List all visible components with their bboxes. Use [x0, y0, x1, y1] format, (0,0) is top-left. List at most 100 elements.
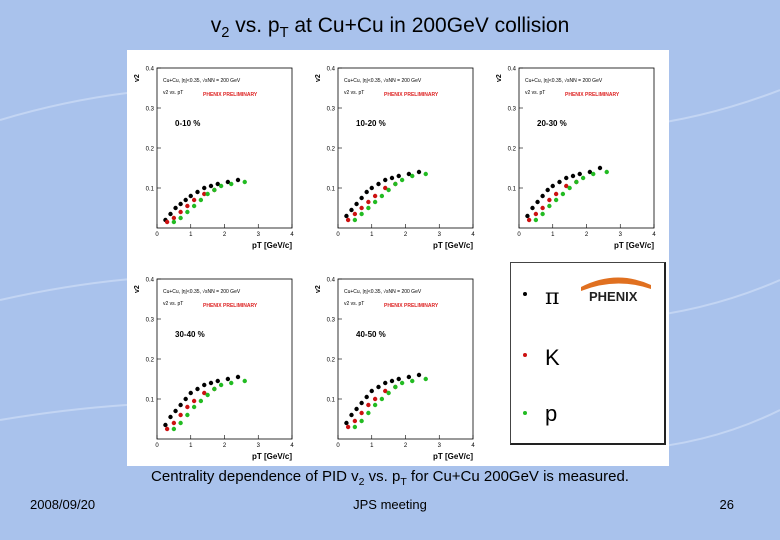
data-point-proton — [410, 173, 415, 179]
x-tick-label: 1 — [189, 443, 193, 449]
data-point-proton — [580, 175, 586, 181]
preliminary-label: PHENIX PRELIMINARY — [384, 92, 439, 98]
plot-info-line: v2 vs. pT — [163, 301, 183, 307]
subplot-20-30: 0.1 0.2 0.3 0.4 0 1 2 3 4 v2 pT [GeV/c] Cu+Cu, |η|<… — [496, 67, 656, 251]
data-point-pion — [376, 384, 381, 390]
plot-info-line: Cu+Cu, |η|<0.35, √sNN = 200 GeV — [163, 77, 241, 84]
data-point-pion — [215, 378, 220, 384]
data-point-pion — [530, 205, 535, 211]
subplot-0-10: 0.1 0.2 0.3 0.4 0 1 2 3 4 v2 pT [GeV/c] Cu+Cu, |η|<… — [134, 67, 294, 251]
data-point-proton — [359, 211, 364, 217]
data-point-pion — [406, 171, 412, 177]
data-point-pion — [173, 205, 178, 211]
data-point-proton — [191, 203, 197, 209]
data-point-proton — [185, 209, 190, 215]
data-point-proton — [366, 205, 371, 211]
data-point-proton — [205, 191, 210, 197]
data-point-pion — [597, 165, 603, 171]
data-point-kaon — [372, 193, 378, 199]
data-point-proton — [533, 217, 539, 223]
legend-svg: PHENIX π K p — [523, 277, 651, 426]
data-point-proton — [352, 424, 358, 430]
y-axis-label: v2 — [315, 285, 322, 293]
data-point-proton — [410, 378, 415, 384]
data-point-pion — [208, 380, 214, 386]
data-point-kaon — [171, 215, 177, 221]
data-point-proton — [567, 185, 572, 191]
preliminary-label: PHENIX PRELIMINARY — [203, 303, 258, 309]
data-point-pion — [540, 193, 545, 199]
data-point-kaon — [553, 191, 559, 197]
y-tick-label: 0.3 — [327, 107, 336, 113]
x-tick-label: 3 — [438, 443, 442, 449]
y-tick-label: 0.2 — [146, 147, 155, 153]
data-point-kaon — [191, 398, 197, 404]
data-point-pion — [369, 185, 374, 191]
data-point-proton — [372, 402, 378, 408]
data-point-proton — [386, 390, 391, 396]
data-point-pion — [416, 372, 422, 378]
y-tick-label: 0.1 — [508, 187, 517, 193]
data-point-pion — [376, 181, 381, 187]
footer-event: JPS meeting — [353, 497, 427, 512]
data-point-kaon — [345, 424, 351, 430]
data-point-kaon — [564, 183, 569, 189]
data-point-proton — [352, 217, 358, 223]
data-point-pion — [178, 201, 183, 207]
x-tick-label: 4 — [471, 232, 475, 238]
data-point-pion — [577, 171, 582, 177]
data-point-pion — [344, 213, 349, 219]
slide-title: v2 vs. pT at Cu+Cu in 200GeV collision — [210, 14, 570, 42]
data-point-kaon — [345, 217, 351, 223]
data-point-proton — [393, 384, 398, 390]
data-point-proton — [423, 376, 428, 382]
data-point-kaon — [540, 205, 545, 211]
data-point-proton — [218, 183, 224, 189]
data-point-pion — [359, 400, 364, 406]
data-point-pion — [168, 211, 173, 217]
data-point-proton — [198, 197, 204, 203]
preliminary-label: PHENIX PRELIMINARY — [565, 92, 620, 98]
data-point-proton — [242, 378, 247, 384]
y-tick-label: 0.3 — [327, 318, 336, 324]
data-point-pion — [557, 179, 562, 185]
data-point-pion — [587, 169, 593, 175]
centrality-label: 10-20 % — [356, 119, 386, 128]
legend-proton-marker — [523, 411, 527, 415]
data-point-kaon — [202, 390, 207, 396]
data-point-pion — [535, 199, 540, 205]
data-point-kaon — [352, 211, 358, 217]
y-tick-label: 0.3 — [508, 107, 517, 113]
data-point-proton — [212, 386, 217, 392]
data-point-kaon — [178, 412, 183, 418]
y-axis-label: v2 — [315, 74, 322, 82]
data-point-pion — [364, 189, 369, 195]
data-point-proton — [178, 420, 183, 426]
x-tick-label: 4 — [652, 232, 656, 238]
legend-pion-marker — [523, 292, 527, 296]
y-tick-label: 0.4 — [146, 67, 155, 73]
data-point-kaon — [372, 396, 378, 402]
x-tick-label: 2 — [404, 443, 408, 449]
data-point-proton — [399, 177, 405, 183]
y-tick-label: 0.4 — [327, 67, 336, 73]
x-tick-label: 4 — [471, 443, 475, 449]
y-axis-label: v2 — [496, 74, 503, 82]
x-tick-label: 1 — [370, 443, 374, 449]
centrality-label: 20-30 % — [537, 119, 567, 128]
data-point-pion — [383, 380, 388, 386]
footer-page-number: 26 — [719, 497, 734, 512]
x-tick-label: 2 — [223, 443, 227, 449]
plot-info-line: v2 vs. pT — [525, 90, 545, 96]
data-point-pion — [354, 201, 359, 207]
data-point-proton — [560, 191, 566, 197]
data-point-pion — [225, 376, 231, 382]
data-point-pion — [406, 374, 412, 380]
data-point-proton — [591, 171, 596, 177]
data-point-pion — [188, 390, 193, 396]
phenix-logo-text: PHENIX — [589, 289, 638, 304]
data-point-proton — [393, 181, 398, 187]
data-point-proton — [574, 179, 579, 185]
data-point-proton — [212, 187, 217, 193]
y-tick-label: 0.3 — [146, 318, 155, 324]
